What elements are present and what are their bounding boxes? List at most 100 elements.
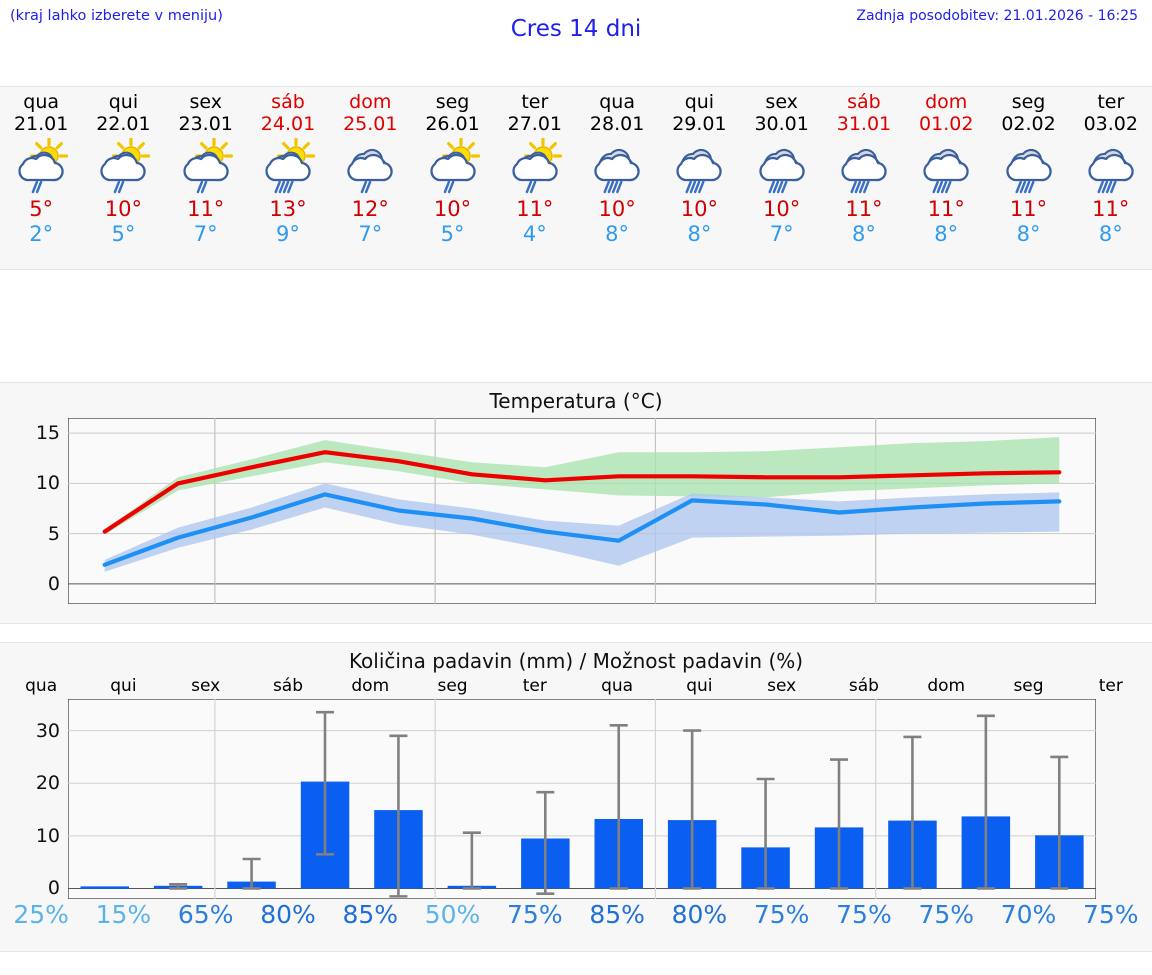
precipitation-day-label: sáb [848, 676, 879, 696]
precipitation-error-bar [316, 710, 334, 856]
day-name: qui [684, 91, 715, 113]
precipitation-probability: 85% [342, 900, 399, 929]
precipitation-day-label: qui [110, 676, 137, 696]
y-tick-label: 10 [35, 824, 60, 847]
precipitation-probability: 25% [13, 900, 69, 929]
precipitation-day-label: seg [1013, 676, 1044, 696]
day-temp-max: 10° [104, 197, 143, 221]
temperature-plot-area [68, 418, 1096, 604]
precipitation-day-labels: qua qui sex sáb dom seg ter qua qui sex sáb dom seg t… [0, 676, 1152, 696]
temperature-line [102, 450, 1062, 534]
precipitation-error-bar [683, 729, 702, 890]
day-column-26.01: seg 26.01 10° 5° [411, 87, 493, 269]
day-name: sex [189, 91, 222, 113]
day-column-24.01: sáb 24.01 13° 9° [247, 87, 329, 269]
day-temp-max: 10° [763, 197, 801, 221]
day-column-01.02: dom 01.02 11° 8° [905, 87, 987, 269]
precipitation-probability: 85% [589, 900, 645, 929]
day-date: 22.01 [96, 113, 151, 135]
top-bar: (kraj lahko izberete v meniju) Cres 14 d… [0, 0, 1152, 58]
day-column-23.01: sex 23.01 11° 7° [165, 87, 247, 269]
day-column-27.01: ter 27.01 11° 4° [494, 87, 576, 269]
page-title: Cres 14 dni [510, 16, 642, 42]
y-tick-label: 15 [35, 422, 60, 445]
day-name: dom [925, 91, 968, 113]
sun-cloud-heavy-rain-icon [256, 138, 320, 196]
precipitation-bar [80, 886, 129, 889]
day-date: 23.01 [178, 113, 233, 135]
y-tick-label: 0 [47, 877, 60, 900]
y-tick-label: 5 [47, 522, 60, 545]
precipitation-day-label: dom [927, 676, 966, 696]
precipitation-probability: 75% [918, 900, 975, 929]
day-date: 27.01 [507, 113, 563, 135]
day-temp-min: 9° [276, 222, 300, 246]
day-column-31.01: sáb 31.01 11° 8° [823, 87, 905, 269]
sun-cloud-rain-icon [91, 138, 155, 196]
day-temp-min: 4° [522, 222, 547, 246]
precipitation-probability: 80% [671, 900, 728, 929]
day-column-30.01: sex 30.01 10° 7° [741, 87, 823, 269]
day-temp-max: 11° [187, 197, 225, 221]
precipitation-day-label: sex [191, 676, 221, 696]
day-temp-min: 2° [29, 222, 54, 246]
temperature-band [104, 437, 1060, 535]
day-temp-min: 8° [1016, 222, 1041, 246]
day-temp-min: 8° [1098, 222, 1123, 246]
precipitation-probability: 50% [424, 900, 481, 929]
precipitation-probability: 75% [507, 900, 563, 929]
y-tick-label: 20 [35, 772, 60, 795]
sun-cloud-rain-icon [421, 138, 485, 196]
day-column-29.01: qui 29.01 10° 8° [658, 87, 740, 269]
menu-hint-label: (kraj lahko izberete v meniju) [10, 8, 223, 24]
day-temp-max: 11° [845, 197, 883, 221]
sun-cloud-light-rain-icon [503, 138, 567, 196]
precipitation-error-bar [242, 857, 261, 890]
precipitation-probability: 70% [1000, 900, 1057, 929]
precipitation-probability: 75% [753, 900, 810, 929]
precipitation-probability: 15% [95, 900, 152, 929]
day-date: 30.01 [754, 113, 809, 135]
precipitation-day-label: ter [1098, 676, 1123, 696]
precipitation-probability: 65% [177, 900, 234, 929]
precipitation-error-bar [976, 714, 995, 890]
temperature-line [102, 492, 1062, 567]
day-name: dom [349, 91, 392, 113]
day-column-02.02: seg 02.02 11° 8° [987, 87, 1069, 269]
precipitation-error-bar [462, 831, 481, 890]
sun-cloud-rain-icon [174, 138, 238, 196]
precipitation-error-bar [756, 777, 775, 890]
day-name: qua [599, 91, 635, 113]
day-column-03.02: ter 03.02 11° 8° [1070, 87, 1152, 269]
precipitation-day-label: seg [437, 676, 468, 696]
day-temp-max: 11° [1009, 197, 1048, 221]
day-column-28.01: qua 28.01 10° 8° [576, 87, 658, 269]
day-temp-min: 5° [111, 222, 136, 246]
day-date: 31.01 [836, 113, 892, 135]
day-name: seg [1011, 91, 1046, 113]
sun-cloud-rain-icon [9, 138, 73, 196]
precipitation-probability: 75% [836, 900, 892, 929]
day-temp-max: 12° [351, 197, 389, 221]
day-name: sáb [271, 91, 305, 113]
precipitation-probability: 75% [1083, 900, 1139, 929]
day-temp-max: 11° [1092, 197, 1130, 221]
precipitation-day-label: ter [522, 676, 547, 696]
y-tick-label: 30 [35, 719, 60, 742]
day-temp-min: 7° [193, 222, 218, 246]
day-temp-max: 13° [269, 197, 307, 221]
cloud-heavy-rain-icon [750, 138, 814, 196]
precipitation-plot-area [68, 699, 1096, 899]
day-date: 01.02 [919, 113, 974, 135]
cloud-rain-icon [338, 138, 402, 196]
day-column-22.01: qui 22.01 10° 5° [82, 87, 164, 269]
precipitation-day-label: sáb [272, 676, 304, 696]
day-name: sex [765, 91, 798, 113]
day-temp-min: 8° [852, 222, 876, 246]
cloud-heavy-rain-icon [585, 138, 649, 196]
cloud-heavy-rain-icon [832, 138, 896, 196]
precipitation-error-bar [389, 734, 408, 898]
day-temp-max: 5° [29, 197, 54, 221]
day-date: 03.02 [1083, 113, 1138, 135]
